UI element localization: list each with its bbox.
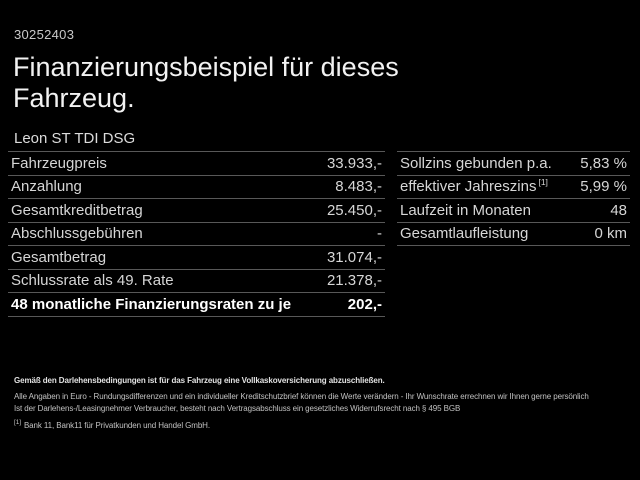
row-label: Fahrzeugpreis [11,154,107,172]
page-title: Finanzierungsbeispiel für dieses Fahrzeu… [13,52,399,113]
row-value: 21.378,- [326,272,382,290]
withdrawal-note: Ist der Darlehens-/Leasingnehmer Verbrau… [14,404,461,413]
table-row: Laufzeit in Monaten 48 [397,199,630,223]
conditions-table: Sollzins gebunden p.a. 5,83 % effektiver… [397,151,630,246]
footnote-reference: [1] [538,177,548,188]
finance-table: Fahrzeugpreis 33.933,- Anzahlung 8.483,-… [8,151,385,317]
disclaimer-note: Alle Angaben in Euro - Rundungsdifferenz… [14,392,589,401]
row-value: 8.483,- [335,178,382,196]
row-value: 25.450,- [326,201,382,219]
table-row: Anzahlung 8.483,- [8,176,385,199]
table-row: Gesamtkreditbetrag 25.450,- [8,199,385,223]
row-label: Laufzeit in Monaten [400,201,531,219]
table-row: Gesamtlaufleistung 0 km [397,223,630,246]
table-row: Sollzins gebunden p.a. 5,83 % [397,152,630,176]
table-row: Fahrzeugpreis 33.933,- [8,152,385,176]
row-label: Anzahlung [11,178,82,196]
row-value: 48 [610,201,627,219]
row-value: 5,99 % [580,178,627,196]
footer: Gemäß den Darlehensbedingungen ist für d… [14,375,636,432]
row-label: Gesamtlaufleistung [400,225,529,243]
table-row: Gesamtbetrag 31.074,- [8,246,385,270]
row-label: Abschlussgebühren [11,225,143,243]
row-value: 5,83 % [580,154,627,172]
vehicle-model: Leon ST TDI DSG [14,130,136,147]
row-label: 48 monatliche Finanzierungsraten zu je [11,295,292,313]
row-value: 33.933,- [326,154,382,172]
row-value: 202,- [347,295,382,313]
footnote-marker: [1] [14,419,21,427]
row-value: 31.074,- [326,248,382,266]
table-row: Abschlussgebühren - [8,223,385,246]
table-row: Schlussrate als 49. Rate 21.378,- [8,270,385,293]
bank-footnote: [1] Bank 11, Bank11 für Privatkunden und … [14,420,636,432]
table-row-monthly-rate: 48 monatliche Finanzierungsraten zu je 2… [8,293,385,317]
row-label: Sollzins gebunden p.a. [400,154,552,172]
row-label: Schlussrate als 49. Rate [11,272,174,290]
row-value: - [377,225,382,243]
row-value: 0 km [594,225,627,243]
row-label-text: effektiver Jahreszins [400,178,537,196]
row-label: effektiver Jahreszins [1] [400,178,548,195]
footnote-text: Bank 11, Bank11 für Privatkunden und Han… [23,421,210,430]
row-label: Gesamtkreditbetrag [11,201,143,219]
row-label: Gesamtbetrag [11,248,107,266]
insurance-note: Gemäß den Darlehensbedingungen ist für d… [14,376,385,385]
table-row: effektiver Jahreszins [1] 5,99 % [397,176,630,199]
listing-id: 30252403 [14,27,75,42]
